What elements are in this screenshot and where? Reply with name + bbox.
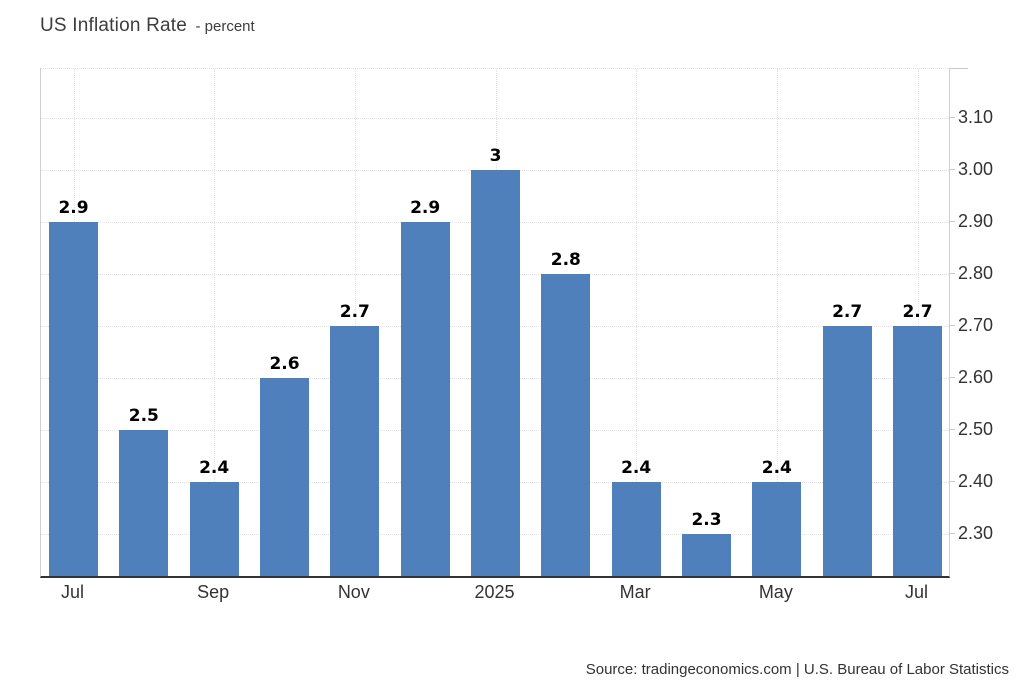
bar[interactable] [189, 482, 239, 576]
y-axis-tick [949, 117, 955, 119]
y-axis-label: 2.30 [958, 523, 994, 544]
bar-value-label: 2.7 [901, 301, 934, 324]
bar[interactable] [260, 378, 309, 576]
y-axis-tick [949, 429, 955, 431]
bar-value-label: 2.4 [760, 457, 793, 480]
y-axis-tick [949, 481, 955, 483]
bar[interactable] [682, 534, 731, 576]
bar[interactable] [752, 482, 802, 576]
bar[interactable] [471, 170, 520, 576]
bar[interactable] [893, 326, 942, 576]
bar-value-label: 2.4 [620, 457, 653, 480]
source-attribution: Source: tradingeconomics.com | U.S. Bure… [585, 661, 1009, 678]
x-gridline [776, 69, 778, 576]
bar-value-label: 2.3 [690, 509, 723, 532]
bar[interactable] [541, 274, 591, 576]
plot-area: 2.9 2.5 2.4 2.6 2.7 2.9 3 2.8 2.4 2.3 2.4 2.7 2.7 [40, 68, 950, 578]
x-axis-label: May [758, 582, 793, 602]
y-axis-tick [949, 273, 955, 275]
y-axis-tick [949, 533, 955, 535]
x-axis-label: Sep [197, 582, 230, 602]
bar[interactable] [400, 222, 450, 576]
bar[interactable] [49, 222, 98, 576]
x-axis-label: Mar [619, 582, 651, 602]
bar-value-label: 3 [488, 145, 503, 168]
x-gridline [636, 69, 638, 576]
y-axis-label: 2.80 [958, 263, 994, 284]
x-gridline [917, 69, 919, 576]
y-axis-label: 2.90 [958, 211, 994, 232]
y-axis-label: 2.50 [958, 419, 994, 440]
bar-value-label: 2.9 [57, 197, 90, 220]
y-axis-tick [949, 169, 955, 171]
x-axis-label: 2025 [474, 582, 515, 602]
y-axis-label: 2.60 [958, 367, 994, 388]
bar-value-label: 2.8 [549, 249, 582, 272]
chart-header: US Inflation Rate - percent [40, 15, 255, 37]
y-axis-label: 3.10 [958, 107, 994, 128]
chart-title: US Inflation Rate [40, 15, 188, 36]
bar[interactable] [330, 326, 380, 576]
y-axis-tick [949, 325, 955, 327]
bar[interactable] [119, 430, 169, 576]
y-axis-label: 2.70 [958, 315, 994, 336]
chart-subtitle: - percent [195, 18, 255, 35]
y-axis-top-tick [949, 68, 968, 69]
bar-value-label: 2.4 [198, 457, 231, 480]
y-axis-tick [949, 221, 955, 223]
bar-value-label: 2.9 [409, 197, 442, 220]
x-gridline [354, 69, 356, 576]
bar[interactable] [822, 326, 872, 576]
x-axis-label: Jul [904, 582, 928, 602]
bar[interactable] [611, 482, 661, 576]
x-axis-label: Nov [337, 582, 370, 602]
y-axis-label: 2.40 [958, 471, 994, 492]
y-axis-label: 3.00 [958, 159, 994, 180]
y-gridline [41, 118, 949, 120]
y-axis-tick [949, 377, 955, 379]
bar-value-label: 2.7 [338, 301, 371, 324]
x-axis-label: Jul [60, 582, 84, 602]
bar-value-label: 2.5 [127, 405, 160, 428]
bar-value-label: 2.7 [831, 301, 864, 324]
bar-value-label: 2.6 [268, 353, 301, 376]
x-gridline [214, 69, 216, 576]
